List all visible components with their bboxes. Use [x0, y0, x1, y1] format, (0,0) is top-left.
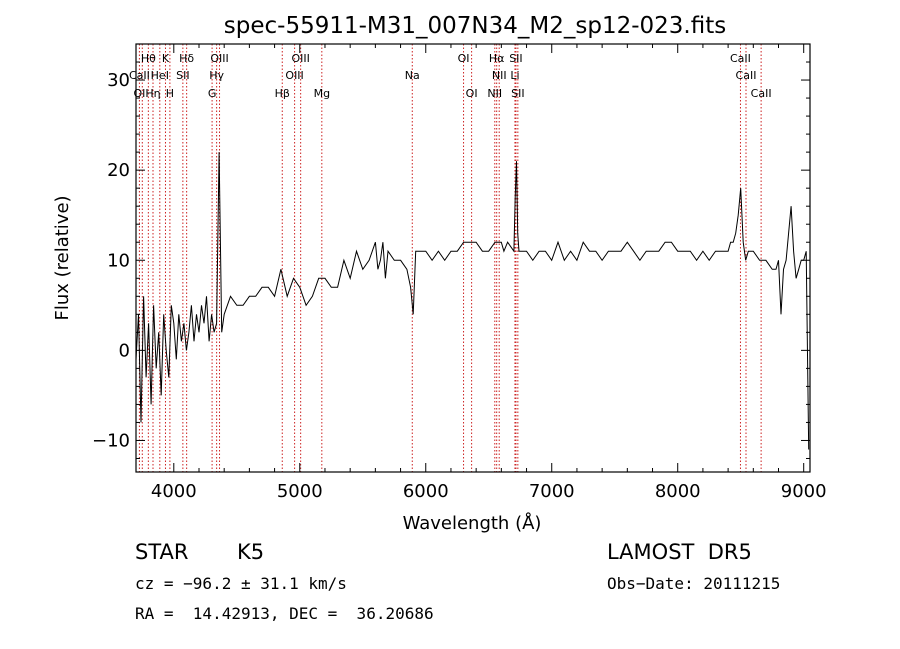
spectrum-line-0 [135, 152, 810, 450]
x-axis: 4000 5000 6000 7000 8000 9000 [151, 44, 827, 502]
x-tick-label-9000: 9000 [781, 481, 827, 502]
line-label-26: SII [511, 87, 524, 100]
x-tick-label-7000: 7000 [529, 481, 575, 502]
line-label-8: CaII [730, 52, 751, 65]
line-label-16: Li [510, 69, 519, 82]
line-label-23: Mg [314, 87, 330, 100]
line-label-6: Hα [489, 52, 505, 65]
line-label-18: OI [133, 87, 145, 100]
line-label-27: CaII [751, 87, 772, 100]
y-tick-label-30: 30 [107, 70, 130, 91]
line-label-17: CaII [736, 69, 757, 82]
line-label-20: H [166, 87, 174, 100]
x-tick-label-6000: 6000 [403, 481, 449, 502]
x-axis-label: Wavelength (Å) [403, 512, 542, 534]
object-subclass: K5 [237, 540, 265, 564]
spectral-line-markers [138, 44, 762, 472]
line-label-13: OIII [285, 69, 303, 82]
y-tick-label-10: 10 [107, 250, 130, 271]
line-label-12: Hγ [209, 69, 224, 82]
line-label-24: OI [466, 87, 478, 100]
x-tick-label-4000: 4000 [151, 481, 197, 502]
line-label-15: NII [492, 69, 507, 82]
line-label-3: OIII [210, 52, 228, 65]
line-label-2: Hδ [179, 52, 194, 65]
y-tick-label-20: 20 [107, 160, 130, 181]
line-label-25: NII [487, 87, 502, 100]
observation-date: Obs−Date: 20111215 [607, 574, 781, 593]
x-tick-label-5000: 5000 [277, 481, 323, 502]
spectrum-series [135, 152, 810, 450]
line-label-14: Na [405, 69, 420, 82]
y-axis: −10 0 10 20 30 [92, 43, 810, 459]
line-label-4: OIII [291, 52, 309, 65]
object-class: STAR [135, 540, 189, 564]
line-label-10: HeI [151, 69, 169, 82]
survey-name: LAMOST DR5 [607, 540, 752, 564]
redshift-value: cz = −96.2 ± 31.1 km/s [135, 574, 347, 593]
line-label-22: Hβ [275, 87, 290, 100]
y-axis-label: Flux (relative) [52, 195, 73, 320]
line-label-1: K [162, 52, 170, 65]
line-label-0: Hθ [141, 52, 156, 65]
line-label-11: SII [176, 69, 189, 82]
y-tick-label--10: −10 [92, 430, 130, 451]
x-tick-label-8000: 8000 [655, 481, 701, 502]
line-label-5: OI [458, 52, 470, 65]
line-label-21: G [208, 87, 217, 100]
line-label-9: CaII [129, 69, 150, 82]
line-label-7: SII [509, 52, 522, 65]
coordinates: RA = 14.42913, DEC = 36.20686 [135, 604, 434, 623]
y-tick-label-0: 0 [119, 340, 130, 361]
plot-frame [135, 43, 811, 473]
chart-title: spec-55911-M31_007N34_M2_sp12-023.fits [224, 13, 726, 39]
line-label-19: Hη [145, 87, 160, 100]
